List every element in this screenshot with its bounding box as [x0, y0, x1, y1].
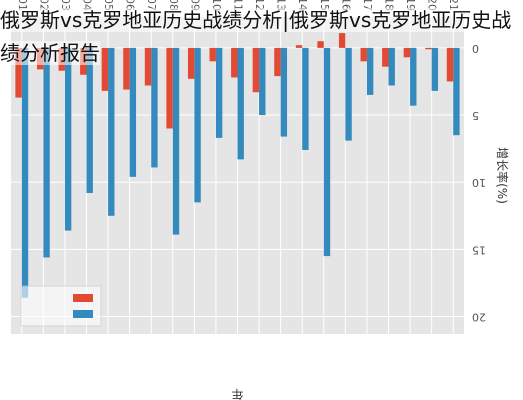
chart-rotated-group: 2021202020192018201720162015201420132012…	[11, 0, 510, 400]
bar-series-1	[366, 47, 374, 95]
bar-series-1	[86, 47, 93, 193]
bar-series-2	[209, 47, 216, 62]
bar-series-2	[403, 47, 411, 58]
bar-series-1	[431, 47, 439, 91]
bar-series-2	[274, 47, 281, 77]
bar-series-1	[194, 47, 201, 203]
x-tick-label: 2004	[81, 0, 94, 11]
bar-series-2	[360, 47, 367, 62]
x-tick-label: 2001	[16, 0, 29, 11]
bar-series-2	[317, 41, 324, 48]
x-tick-label: 2005	[102, 0, 115, 11]
x-tick-label: 2014	[296, 0, 309, 11]
bar-series-2	[425, 47, 432, 50]
x-tick-label: 2008	[167, 0, 180, 11]
x-axis-label: 年	[231, 387, 243, 400]
y-tick-label: 0	[472, 42, 479, 55]
bar-series-2	[187, 47, 195, 79]
x-tick-label: 2017	[361, 0, 374, 11]
bar-series-1	[21, 47, 29, 298]
bar-series-1	[259, 47, 266, 116]
x-tick-label: 2010	[210, 0, 223, 11]
bar-series-1	[453, 47, 460, 136]
x-tick-label: 2007	[145, 0, 158, 11]
bar-series-2	[252, 47, 260, 93]
bar-series-1	[388, 47, 395, 86]
x-tick-label: 2002	[37, 0, 50, 11]
x-tick-label: 2003	[59, 0, 72, 11]
x-tick-label: 2011	[232, 0, 245, 11]
x-tick-label: 2015	[318, 0, 331, 11]
legend-swatch-red	[73, 294, 93, 302]
page-title-text: 俄罗斯vs克罗地亚历史战绩分析|俄罗斯vs克罗地亚历史战绩分析报告	[0, 8, 512, 65]
bar-series-2	[101, 47, 109, 91]
bar-series-1	[410, 47, 417, 106]
bar-series-1	[280, 47, 288, 137]
bar-series-2	[295, 45, 303, 48]
y-tick-label: 10	[472, 176, 486, 189]
y-tick-label: 15	[472, 243, 486, 256]
y-tick-label: 5	[472, 109, 479, 122]
x-tick-label: 2012	[253, 0, 266, 11]
bar-series-2	[15, 47, 22, 98]
x-tick-label: 2021	[447, 0, 460, 11]
bar-series-1	[108, 47, 115, 216]
bar-series-1	[237, 47, 244, 160]
bar-series-2	[338, 33, 346, 48]
bar-series-1	[64, 47, 72, 231]
bar-series-1	[302, 47, 309, 150]
legend-swatch-blue	[73, 310, 93, 318]
bar-series-1	[129, 47, 137, 177]
x-tick-label: 2013	[275, 0, 288, 11]
page-title: 俄罗斯vs克罗地亚历史战绩分析|俄罗斯vs克罗地亚历史战绩分析报告	[0, 4, 523, 70]
bar-series-2	[446, 47, 454, 82]
bar-series-2	[123, 47, 130, 90]
bar-series-1	[151, 47, 158, 168]
x-tick-label: 2009	[188, 0, 201, 11]
x-tick-label: 2019	[404, 0, 417, 11]
legend-box	[20, 285, 102, 327]
x-tick-label: 2006	[124, 0, 137, 11]
x-tick-label: 2018	[383, 0, 396, 11]
bar-series-2	[144, 47, 152, 86]
x-tick-label: 2020	[426, 0, 439, 11]
bar-series-1	[172, 47, 180, 235]
x-tick-label: 2016	[339, 0, 352, 11]
bar-series-1	[43, 47, 50, 258]
bar-series-1	[345, 47, 352, 141]
bar-series-1	[215, 47, 223, 138]
bar-series-2	[382, 47, 389, 67]
bar-series-2	[231, 47, 238, 78]
y-axis-label: 增长率(%)	[495, 147, 510, 204]
bar-series-1	[323, 47, 331, 257]
bar-series-2	[166, 47, 173, 129]
y-tick-label: 20	[472, 311, 486, 324]
